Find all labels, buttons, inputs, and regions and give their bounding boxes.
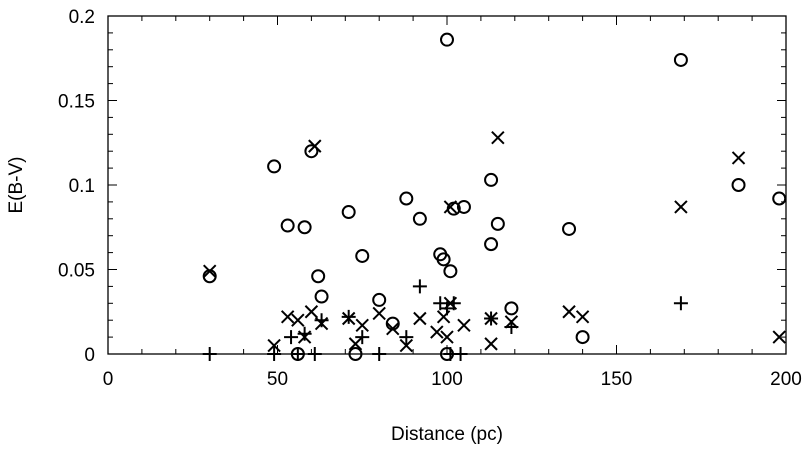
circle-point bbox=[490, 216, 505, 231]
circle-point bbox=[341, 205, 356, 220]
cross-point bbox=[291, 313, 305, 327]
cross-point bbox=[484, 337, 498, 351]
cross-point bbox=[386, 321, 400, 336]
y-tick-label: 0.05 bbox=[58, 261, 95, 282]
plus-point bbox=[673, 296, 688, 311]
circle-point bbox=[280, 218, 295, 233]
x-tick-label: 100 bbox=[431, 369, 463, 390]
cross-point bbox=[355, 318, 369, 332]
circle-point bbox=[484, 172, 499, 187]
circle-point bbox=[575, 330, 590, 345]
circle-point bbox=[436, 252, 451, 267]
cross-point bbox=[372, 306, 386, 321]
plus-point bbox=[484, 311, 499, 326]
circle-point bbox=[440, 32, 454, 47]
circle-point bbox=[372, 292, 387, 307]
plus-point bbox=[399, 330, 414, 345]
circle-point bbox=[348, 347, 363, 361]
circle-point bbox=[731, 178, 746, 192]
cross-point bbox=[772, 330, 786, 344]
cross-point bbox=[674, 200, 688, 214]
plus-point bbox=[307, 347, 322, 361]
y-axis-label: E(B-V) bbox=[6, 157, 27, 214]
plus-point bbox=[446, 296, 461, 311]
plus-point bbox=[504, 319, 519, 334]
cross-point bbox=[731, 151, 746, 165]
x-axis-label: Distance (pc) bbox=[391, 424, 503, 445]
plus-point bbox=[314, 313, 329, 328]
x-tick-label: 0 bbox=[103, 369, 114, 390]
cross-point bbox=[440, 330, 454, 344]
cross-point bbox=[443, 200, 458, 214]
y-tick-label: 0.2 bbox=[69, 7, 95, 28]
plus-point bbox=[297, 326, 312, 341]
plus-point bbox=[341, 309, 356, 324]
plus-point bbox=[453, 347, 468, 361]
cross-point bbox=[491, 130, 505, 145]
circle-point bbox=[412, 211, 427, 226]
x-tick-label: 200 bbox=[770, 369, 802, 390]
x-tick-label: 50 bbox=[267, 369, 288, 390]
circle-point bbox=[304, 144, 319, 159]
circle-point bbox=[673, 52, 688, 67]
cross-point bbox=[562, 305, 576, 319]
cross-point bbox=[413, 311, 427, 326]
plus-point bbox=[412, 279, 427, 294]
plus-point bbox=[355, 330, 370, 345]
plus-point bbox=[267, 347, 282, 361]
circle-point bbox=[443, 264, 458, 279]
cross-point bbox=[457, 318, 471, 332]
plus-point bbox=[284, 330, 299, 345]
circle-point bbox=[456, 199, 471, 214]
cross-point bbox=[267, 338, 281, 353]
data-points bbox=[202, 32, 787, 361]
cross-point bbox=[399, 338, 414, 353]
y-tick-label: 0.15 bbox=[58, 92, 95, 113]
circle-point bbox=[399, 191, 414, 206]
circle-point bbox=[772, 191, 787, 206]
cross-point bbox=[575, 310, 590, 324]
plus-point bbox=[290, 347, 305, 361]
plus-point bbox=[372, 347, 387, 361]
circle-point bbox=[311, 269, 326, 284]
cross-point bbox=[280, 310, 295, 324]
y-tick-label: 0.1 bbox=[69, 176, 95, 197]
tick-labels: 0 50 100 150 200 0 0.05 0.1 0.15 0.2 bbox=[58, 7, 802, 390]
cross-point bbox=[308, 139, 322, 153]
circle-point bbox=[297, 220, 312, 235]
cross-point bbox=[348, 337, 363, 351]
circle-point bbox=[355, 248, 370, 263]
plus-point bbox=[202, 347, 217, 361]
x-tick-label: 150 bbox=[601, 369, 633, 390]
cross-point bbox=[304, 305, 319, 319]
cross-point bbox=[430, 325, 444, 339]
y-tick-label: 0 bbox=[84, 345, 95, 366]
circle-point bbox=[484, 237, 499, 252]
axis-ticks bbox=[107, 15, 787, 355]
cross-point bbox=[202, 264, 217, 278]
circle-point bbox=[562, 221, 577, 236]
circle-point bbox=[267, 159, 282, 174]
circle-point bbox=[504, 301, 519, 316]
circle-point bbox=[314, 289, 329, 304]
